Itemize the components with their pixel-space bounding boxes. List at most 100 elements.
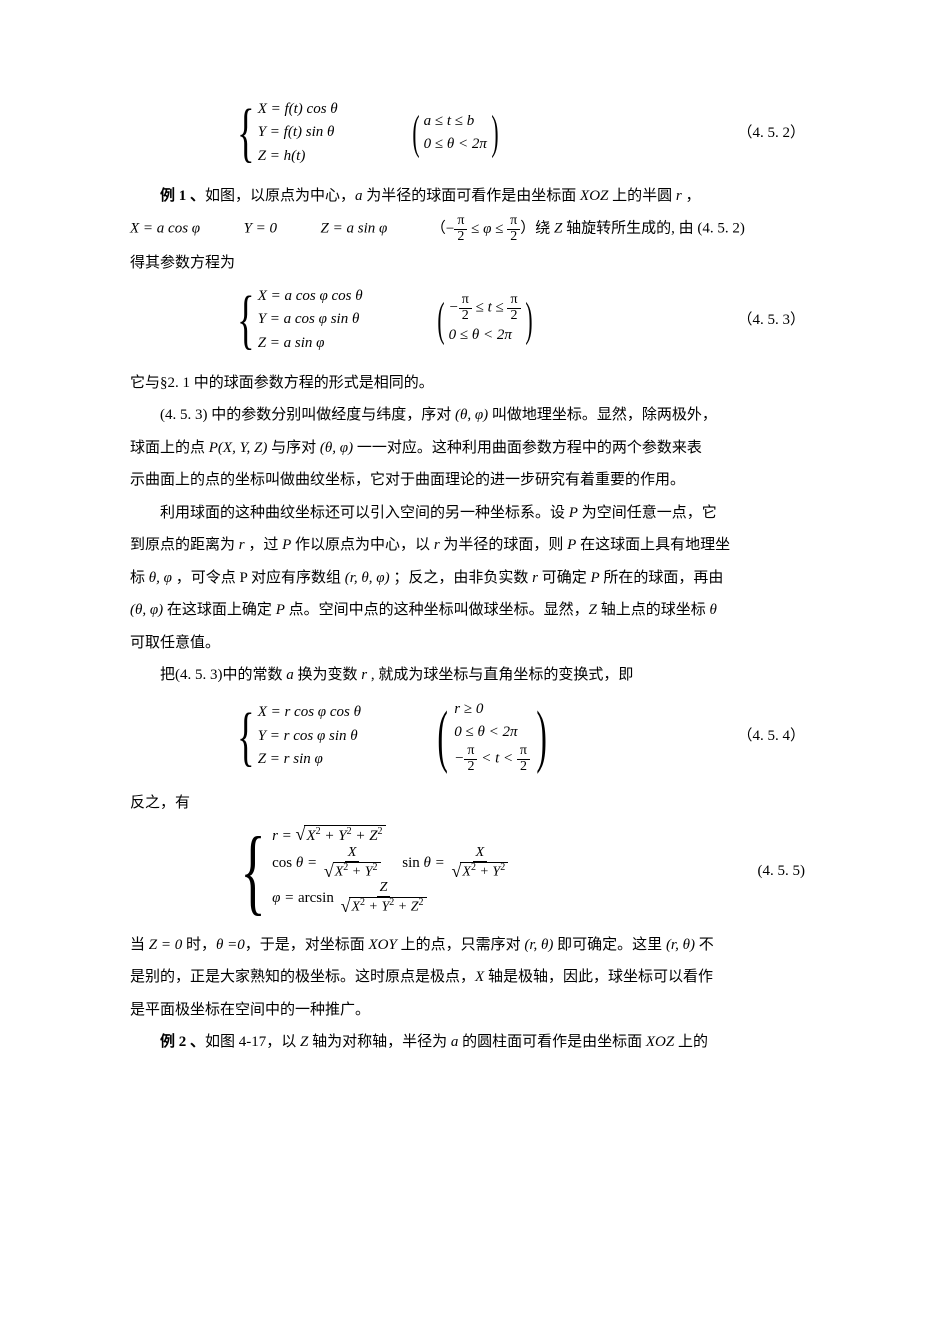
eq-line: X = r cos φ cos θ — [258, 701, 361, 724]
var-XOY: XOY — [369, 937, 397, 953]
text: 轴为对称轴，半径为 — [308, 1034, 451, 1050]
text: 为半径的球面，则 — [440, 537, 568, 553]
text: 到原点的距离为 — [130, 537, 239, 553]
right-paren-icon: ) — [491, 111, 498, 154]
eq-inline: X = a cos φ — [130, 221, 200, 237]
var-P: P — [569, 505, 578, 521]
equation-4-5-2: { X = f(t) cos θ Y = f(t) sin θ Z = h(t)… — [130, 98, 815, 168]
example-1-label: 例 1 、 — [160, 188, 205, 204]
pair-r-theta: (r, θ) — [524, 937, 553, 953]
left-paren-icon: ( — [437, 298, 444, 341]
eq-line: a ≤ t ≤ b — [424, 110, 487, 133]
eq-line: 0 ≤ θ < 2π — [424, 133, 487, 156]
text: (4. 5. 3) 中的参数分别叫做经度与纬度，序对 — [160, 407, 455, 423]
paragraph-curv-coord: 示曲面上的点的坐标叫做曲纹坐标，它对于曲面理论的进一步研究有着重要的作用。 — [130, 466, 815, 495]
pair-theta-phi: (θ, φ) — [455, 407, 488, 423]
text: 球面上的点 — [130, 440, 209, 456]
text: 换为变数 — [294, 667, 362, 683]
pair-theta-phi: (θ, φ) — [320, 440, 353, 456]
var-X: X — [475, 969, 484, 985]
equation-4-5-5: { r = √X2 + Y2 + Z2 cos θ = X√X2 + Y2 si… — [130, 825, 815, 917]
var-a: a — [286, 667, 294, 683]
right-paren-icon: ) — [525, 298, 532, 341]
text: 利用球面的这种曲纹坐标还可以引入空间的另一种坐标系。设 — [160, 505, 569, 521]
example-1-line1: 例 1 、如图，以原点为中心，a 为半径的球面可看作是由坐标面 XOZ 上的半圆… — [130, 182, 815, 211]
paragraph-det: (θ, φ) 在这球面上确定 P 点。空间中点的这种坐标叫做球坐标。显然，Z 轴… — [130, 596, 815, 625]
text: 是别的，正是大家熟知的极坐标。这时原点是极点， — [130, 969, 475, 985]
left-paren-icon: ( — [412, 111, 419, 154]
text: 如图 4-17，以 — [205, 1034, 300, 1050]
eq453-cond: −π2 ≤ t ≤ π2 0 ≤ θ < 2π — [449, 293, 521, 347]
text: 上的 — [674, 1034, 708, 1050]
paragraph-intro-2: 到原点的距离为 r ，过 P 作以原点为中心，以 r 为半径的球面，则 P 在这… — [130, 531, 815, 560]
text: ， — [682, 188, 701, 204]
equation-4-5-4: { X = r cos φ cos θ Y = r cos φ sin θ Z … — [130, 698, 815, 775]
eq-inline: Z = a sin φ — [321, 221, 388, 237]
phi-range: −π2 ≤ φ ≤ π2 — [446, 221, 520, 237]
right-paren-icon: ) — [536, 705, 546, 768]
var-P: P — [567, 537, 576, 553]
text: 在这球面上具有地理坐 — [576, 537, 730, 553]
text: 如图，以原点为中心， — [205, 188, 355, 204]
eq-line: r ≥ 0 — [454, 698, 530, 721]
text: 所在的球面，再由 — [600, 570, 724, 586]
text: ；反之，由非负实数 — [390, 570, 533, 586]
paragraph-sphere-pt: 球面上的点 P(X, Y, Z) 与序对 (θ, φ) 一一对应。这种利用曲面参… — [130, 434, 815, 463]
left-brace-icon: { — [237, 103, 254, 162]
var-theta-phi: θ, φ — [149, 570, 172, 586]
equation-number: （4. 5. 4） — [737, 722, 815, 751]
text: 把(4. 5. 3)中的常数 — [160, 667, 286, 683]
text: 上的半圆 — [608, 188, 676, 204]
var-xoz: XOZ — [646, 1034, 674, 1050]
text: 为半径的球面可看作是由坐标面 — [363, 188, 581, 204]
paragraph-geo-coord: (4. 5. 3) 中的参数分别叫做经度与纬度，序对 (θ, φ) 叫做地理坐标… — [130, 401, 815, 430]
eq-line: X = f(t) cos θ — [258, 98, 338, 121]
eq455-line-theta: cos θ = X√X2 + Y2 sin θ = X√X2 + Y2 — [272, 846, 511, 881]
text: 轴上点的球坐标 — [597, 602, 710, 618]
var-Z: Z — [589, 602, 597, 618]
paragraph-z0-1: 当 Z = 0 时，θ =0，于是，对坐标面 XOY 上的点，只需序对 (r, … — [130, 931, 815, 960]
eq-inline: Y = 0 — [244, 221, 277, 237]
text: 可确定 — [538, 570, 591, 586]
var-a: a — [355, 188, 363, 204]
paragraph-inverse: 反之，有 — [130, 789, 815, 818]
eq-line: Y = a cos φ sin θ — [258, 308, 363, 331]
example-1-line2: X = a cos φ Y = 0 Z = a sin φ （−π2 ≤ φ ≤… — [130, 214, 815, 244]
text: ，于是，对坐标面 — [245, 937, 369, 953]
equation-4-5-3: { X = a cos φ cos θ Y = a cos φ sin θ Z … — [130, 285, 815, 355]
eq-line: Y = r cos φ sin θ — [258, 725, 361, 748]
left-brace-icon: { — [240, 828, 265, 914]
paragraph-intro-spherical: 利用球面的这种曲纹坐标还可以引入空间的另一种坐标系。设 P 为空间任意一点，它 — [130, 499, 815, 528]
text: 时， — [182, 937, 216, 953]
text: 一一对应。这种利用曲面参数方程中的两个参数来表 — [353, 440, 702, 456]
text: , 就成为球坐标与直角坐标的变换式，即 — [367, 667, 633, 683]
text: 叫做地理坐标。显然，除两极外， — [488, 407, 717, 423]
text: ，过 — [245, 537, 283, 553]
eq452-cond: a ≤ t ≤ b 0 ≤ θ < 2π — [424, 110, 487, 157]
paragraph-after-453: 它与§2. 1 中的球面参数方程的形式是相同的。 — [130, 369, 815, 398]
var-theta0: θ =0 — [216, 937, 245, 953]
eq-line: 0 ≤ θ < 2π — [454, 721, 530, 744]
equation-number: （4. 5. 2） — [737, 119, 815, 148]
var-P: P — [276, 602, 285, 618]
text: ，可令点 P 对应有序数组 — [172, 570, 345, 586]
left-paren-icon: ( — [437, 705, 447, 768]
eq454-system: X = r cos φ cos θ Y = r cos φ sin θ Z = … — [258, 701, 361, 771]
text: （ — [431, 221, 446, 237]
paragraph-det2: 可取任意值。 — [130, 629, 815, 658]
eq455-system: r = √X2 + Y2 + Z2 cos θ = X√X2 + Y2 sin … — [272, 825, 511, 917]
var-P: P — [590, 570, 599, 586]
text: 点。空间中点的这种坐标叫做球坐标。显然， — [285, 602, 589, 618]
eq-line: Y = f(t) sin θ — [258, 121, 338, 144]
text: 不 — [695, 937, 714, 953]
text: ）绕 — [520, 221, 554, 237]
text: 标 — [130, 570, 149, 586]
eq-line: Z = h(t) — [258, 145, 338, 168]
text: 轴是极轴，因此，球坐标可以看作 — [484, 969, 713, 985]
var-theta: θ — [709, 602, 716, 618]
equation-number: (4. 5. 5) — [758, 857, 816, 886]
example-1-line3: 得其参数方程为 — [130, 249, 815, 278]
equation-number: （4. 5. 3） — [737, 306, 815, 335]
point-pxyz: P(X, Y, Z) — [209, 440, 268, 456]
text: 在这球面上确定 — [163, 602, 276, 618]
